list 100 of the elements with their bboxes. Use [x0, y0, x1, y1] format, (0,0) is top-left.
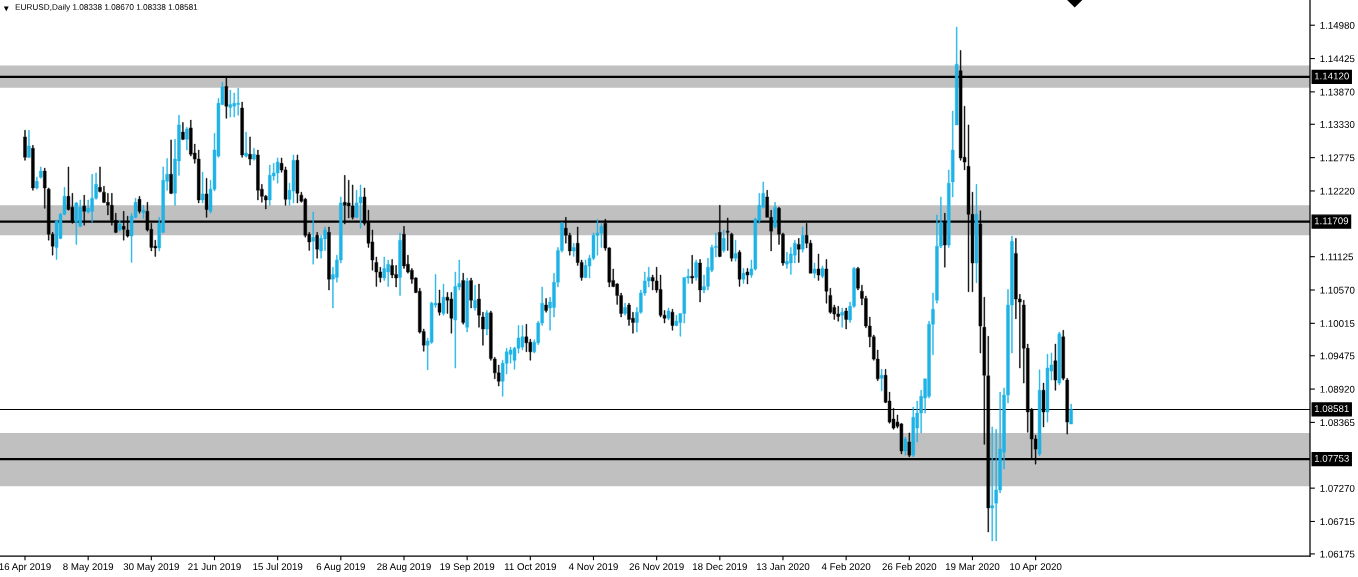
candlestick [816, 253, 821, 281]
x-tick-label: 18 Dec 2019 [692, 563, 747, 571]
y-tick-label: 1.06715 [1320, 518, 1355, 526]
x-tick-label: 6 Aug 2019 [316, 563, 365, 573]
candlestick [461, 272, 465, 325]
candlestick [1057, 331, 1062, 386]
candlestick [449, 292, 454, 334]
y-tick-label: 1.12220 [1320, 187, 1355, 195]
y-tick-label: 1.09475 [1320, 352, 1355, 360]
candlestick [248, 136, 252, 166]
candlestick [690, 254, 694, 284]
ref-line-label: 1.11709 [1314, 217, 1349, 225]
candlestick [90, 173, 94, 223]
candlestick [572, 242, 576, 257]
y-tick-label: 1.11125 [1320, 253, 1354, 261]
candlestick [291, 154, 296, 204]
candlestick [327, 226, 331, 291]
x-tick-label: 16 Apr 2019 [0, 563, 51, 573]
candlestick [801, 226, 805, 253]
candlestick [268, 164, 272, 206]
candlestick [204, 178, 209, 218]
y-tick-label: 1.06175 [1320, 550, 1355, 558]
x-tick-label: 10 Apr 2020 [1010, 563, 1062, 573]
candlestick [295, 154, 300, 204]
candlestick [137, 196, 142, 214]
candlestick [1037, 369, 1042, 456]
candlestick [398, 232, 402, 296]
candlestick [386, 259, 390, 287]
y-tick-label: 1.14425 [1320, 55, 1355, 63]
candlestick [666, 307, 671, 321]
candlestick [169, 139, 173, 195]
x-tick-label: 4 Feb 2020 [821, 562, 871, 571]
candlestick [1045, 354, 1050, 423]
candlestick [722, 229, 726, 253]
candlestick [544, 298, 548, 313]
chart-title: EURUSD,Daily 1.08338 1.08670 1.08338 1.08581 [15, 3, 198, 12]
y-tick-label: 1.13870 [1320, 88, 1355, 96]
candlestick [485, 310, 489, 336]
x-tick-label: 26 Nov 2019 [629, 563, 684, 571]
candlestick [741, 268, 746, 284]
candlestick [990, 426, 994, 542]
candlestick [879, 369, 884, 392]
x-tick-label: 26 Feb 2020 [882, 562, 937, 571]
x-tick-label: 13 Jan 2020 [756, 563, 810, 571]
candlestick [1069, 403, 1073, 425]
candlestick [745, 268, 750, 285]
candlestick [812, 262, 817, 279]
x-tick-label: 15 Jul 2019 [253, 562, 303, 571]
candlestick [185, 127, 189, 151]
x-tick-label: 19 Sep 2019 [440, 563, 495, 573]
candlestick [315, 232, 319, 259]
candlestick [903, 436, 908, 456]
candlestick [623, 302, 627, 316]
x-tick-label: 8 May 2019 [63, 563, 114, 573]
y-tick-label: 1.12775 [1320, 154, 1355, 162]
y-tick-label: 1.08365 [1320, 419, 1355, 427]
y-tick-label: 1.08920 [1320, 385, 1355, 393]
y-tick-label: 1.13330 [1320, 121, 1355, 128]
candlestick [228, 89, 232, 118]
candlestick [200, 172, 205, 204]
candlestick [797, 238, 801, 263]
candlestick [773, 202, 777, 229]
candlestick [836, 305, 840, 322]
candlestick [256, 149, 260, 201]
candlestick [1053, 343, 1058, 391]
ref-line-label: 1.07753 [1314, 454, 1349, 462]
candlestick [437, 289, 442, 316]
x-tick-label: 4 Nov 2019 [568, 563, 618, 571]
candlestick [473, 284, 477, 311]
candlestick [244, 131, 248, 158]
x-tick-label: 28 Aug 2019 [377, 563, 431, 573]
candlestick [698, 259, 702, 303]
candlestick [236, 88, 240, 116]
candlestick [118, 220, 122, 232]
ref-line-label: 1.08581 [1314, 405, 1349, 413]
candlestick [670, 308, 675, 331]
candlestick [520, 325, 525, 351]
y-tick-label: 1.10015 [1320, 320, 1355, 327]
candlestick [820, 265, 825, 279]
x-tick-label: 21 Jun 2019 [188, 563, 241, 571]
candlestick [240, 101, 244, 158]
candlestick [733, 239, 738, 262]
candlestick [974, 184, 979, 284]
candlestick [275, 157, 280, 184]
candlestick [583, 259, 588, 279]
candlestick [737, 250, 742, 287]
candlestick [694, 259, 698, 281]
y-tick-label: 1.10570 [1320, 286, 1355, 294]
candlestick [1041, 382, 1046, 428]
x-tick-label: 30 May 2019 [123, 563, 179, 573]
candlestick [311, 211, 315, 265]
candlestick [441, 283, 446, 316]
candlestick [232, 92, 236, 118]
candlestick [141, 205, 146, 219]
y-tick-label: 1.07270 [1320, 484, 1355, 492]
candlestick [31, 145, 35, 191]
candlestick [252, 148, 256, 161]
y-tick-label: 1.14980 [1320, 21, 1355, 29]
candlestick [181, 122, 185, 141]
candlestick [469, 277, 473, 309]
